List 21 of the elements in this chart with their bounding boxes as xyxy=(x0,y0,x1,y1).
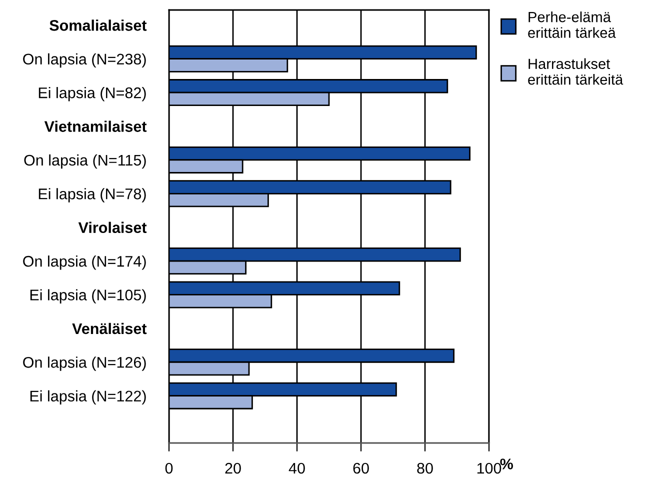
y-tick-label: Venäläiset xyxy=(72,322,147,334)
legend-label: Perhe-elämä erittäin tärkeä xyxy=(528,12,616,38)
x-tick-label: 40 xyxy=(288,462,305,474)
legend-label: Harrastukset erittäin tärkeitä xyxy=(528,58,624,85)
y-tick-label: On lapsia (N=115) xyxy=(24,154,146,169)
y-tick-label: On lapsia (N=126) xyxy=(23,356,146,371)
y-tick-label: Ei lapsia (N=122) xyxy=(30,390,146,405)
y-tick-label: On lapsia (N=238) xyxy=(23,53,146,68)
y-tick-label: Virolaiset xyxy=(78,222,147,234)
y-tick-label: Ei lapsia (N=105) xyxy=(30,289,146,304)
y-tick-label: Somalialaiset xyxy=(50,20,147,31)
y-tick-label: Ei lapsia (N=78) xyxy=(38,188,146,202)
y-tick-label: Ei lapsia (N=82) xyxy=(38,87,146,102)
x-tick-label: 100 xyxy=(477,462,502,474)
y-tick-label: On lapsia (N=174) xyxy=(23,256,146,270)
x-tick-label: 80 xyxy=(417,462,433,474)
x-tick-label: 20 xyxy=(225,462,241,474)
x-axis-title: % xyxy=(500,458,513,470)
x-tick-label: 60 xyxy=(353,462,369,474)
y-tick-label: Vietnamilaiset xyxy=(44,120,147,132)
x-tick-label: 0 xyxy=(165,462,173,474)
